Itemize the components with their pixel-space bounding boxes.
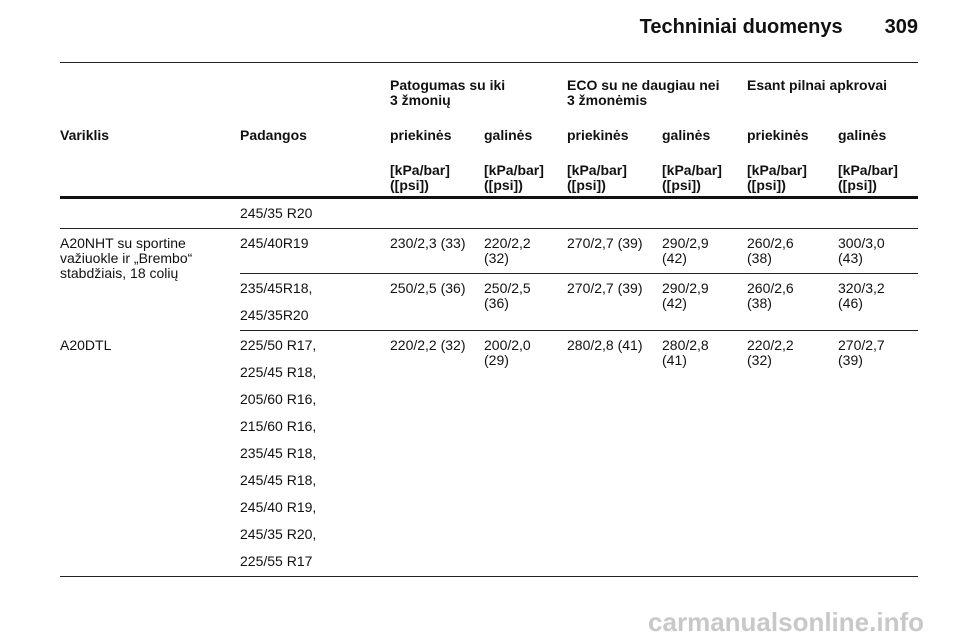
table-row: 245/35 R20 (60, 197, 918, 229)
tire-size: 215/60 R16, (240, 418, 317, 434)
group-header-line: 3 žmonių (390, 92, 451, 108)
header-title: Techniniai duomenys (639, 16, 843, 38)
tires-cell: 225/50 R17, 225/45 R18, 205/60 R16, 215/60 … (240, 330, 390, 577)
group-header-line: Esant pilnai apkrovai (747, 77, 888, 93)
pressure-value: 220/2,2 (32) (747, 330, 838, 577)
column-header: galinės (484, 127, 533, 143)
unit-header: [kPa/bar] ([psi]) (390, 163, 484, 199)
tire-size: 205/60 R16, (240, 391, 317, 407)
empty-cell (60, 78, 390, 128)
header-rule (60, 62, 918, 63)
empty-cell (662, 197, 747, 229)
tire-pressure-table: Patogumas su iki 3 žmonių ECO su ne daugia… (60, 78, 918, 577)
pressure-value: 280/2,8 (41) (567, 330, 662, 577)
unit-header: [kPa/bar] ([psi]) (484, 163, 567, 199)
column-header: priekinės (567, 127, 629, 143)
tire-size: 225/55 R17 (240, 553, 313, 569)
tire-size: 245/35 R20, (240, 526, 317, 542)
group-header: Esant pilnai apkrovai (747, 78, 918, 128)
tire-size: 245/40R19 (240, 235, 309, 251)
empty-cell (838, 197, 918, 229)
column-header: priekinės (747, 127, 809, 143)
tires-cell: 245/40R19 (240, 228, 390, 274)
pressure-value: 220/2,2 (32) (484, 228, 567, 274)
unit-header: [kPa/bar] ([psi]) (747, 163, 838, 199)
column-header: Padangos (240, 127, 307, 143)
empty-cell (60, 163, 240, 199)
tire-size: 245/45 R18, (240, 472, 317, 488)
pressure-value: 270/2,7 (39) (838, 330, 918, 577)
tire-size: 235/45R18, (240, 280, 313, 296)
group-header: Patogumas su iki 3 žmonių (390, 78, 567, 128)
empty-cell (747, 197, 838, 229)
tire-size: 245/35 R20 (240, 205, 313, 221)
pressure-value: 280/2,8 (41) (662, 330, 747, 577)
pressure-value: 290/2,9 (42) (662, 273, 747, 331)
group-header-row: Patogumas su iki 3 žmonių ECO su ne daugia… (60, 78, 918, 128)
pressure-value: 220/2,2 (32) (390, 330, 484, 577)
unit-header: [kPa/bar] ([psi]) (662, 163, 747, 199)
pressure-value: 260/2,6 (38) (747, 273, 838, 331)
pressure-value: 230/2,3 (33) (390, 228, 484, 274)
pressure-value: 300/3,0 (43) (838, 228, 918, 274)
group-header-line: Patogumas su iki (390, 77, 506, 93)
tire-size: 235/45 R18, (240, 445, 317, 461)
unit-header: [kPa/bar] ([psi]) (838, 163, 918, 199)
tire-size: 225/45 R18, (240, 364, 317, 380)
empty-cell (240, 163, 390, 199)
table-row: 235/45R18, 245/35R20 250/2,5 (36) 250/2,5 (… (60, 273, 918, 331)
watermark: carmanualsonline.info (648, 607, 924, 637)
column-header: galinės (662, 127, 711, 143)
column-header: priekinės (390, 127, 452, 143)
group-header-line: 3 žmonėmis (567, 92, 648, 108)
table-row: A20DTL 225/50 R17, 225/45 R18, 205/60 R16, 2… (60, 330, 918, 577)
empty-cell (390, 197, 484, 229)
tires-cell: 245/35 R20 (240, 197, 390, 229)
page-number: 309 (884, 16, 918, 38)
column-header: galinės (838, 127, 887, 143)
pressure-value: 270/2,7 (39) (567, 273, 662, 331)
pressure-value: 320/3,2 (46) (838, 273, 918, 331)
tire-size: 245/35R20 (240, 307, 309, 323)
page-header: Techniniai duomenys 309 (640, 16, 918, 39)
pressure-value: 260/2,6 (38) (747, 228, 838, 274)
tire-size: 245/40 R19, (240, 499, 317, 515)
column-header-row: Variklis Padangos priekinės galinės priekinė… (60, 128, 918, 163)
pressure-value: 250/2,5 (36) (390, 273, 484, 331)
empty-cell (484, 197, 567, 229)
empty-cell (60, 197, 240, 229)
group-header: ECO su ne daugiau nei 3 žmonėmis (567, 78, 747, 128)
unit-header: [kPa/bar] ([psi]) (567, 163, 662, 199)
engine-cell: A20NHT su sportine važiuokle ir „Brembo“… (60, 235, 193, 281)
pressure-value: 290/2,9 (42) (662, 228, 747, 274)
tires-cell: 235/45R18, 245/35R20 (240, 273, 390, 331)
pressure-value: 270/2,7 (39) (567, 228, 662, 274)
group-header-line: ECO su ne daugiau nei (567, 77, 720, 93)
pressure-value: 250/2,5 (36) (484, 273, 567, 331)
table-row: A20NHT su sportine važiuokle ir „Brembo“… (60, 228, 918, 281)
engine-cell: A20DTL (60, 330, 240, 577)
tire-size: 225/50 R17, (240, 337, 317, 353)
column-header: Variklis (60, 127, 110, 143)
units-row: [kPa/bar] ([psi]) [kPa/bar] ([psi]) [kPa/b… (60, 163, 918, 199)
pressure-value: 200/2,0 (29) (484, 330, 567, 577)
empty-cell (567, 197, 662, 229)
